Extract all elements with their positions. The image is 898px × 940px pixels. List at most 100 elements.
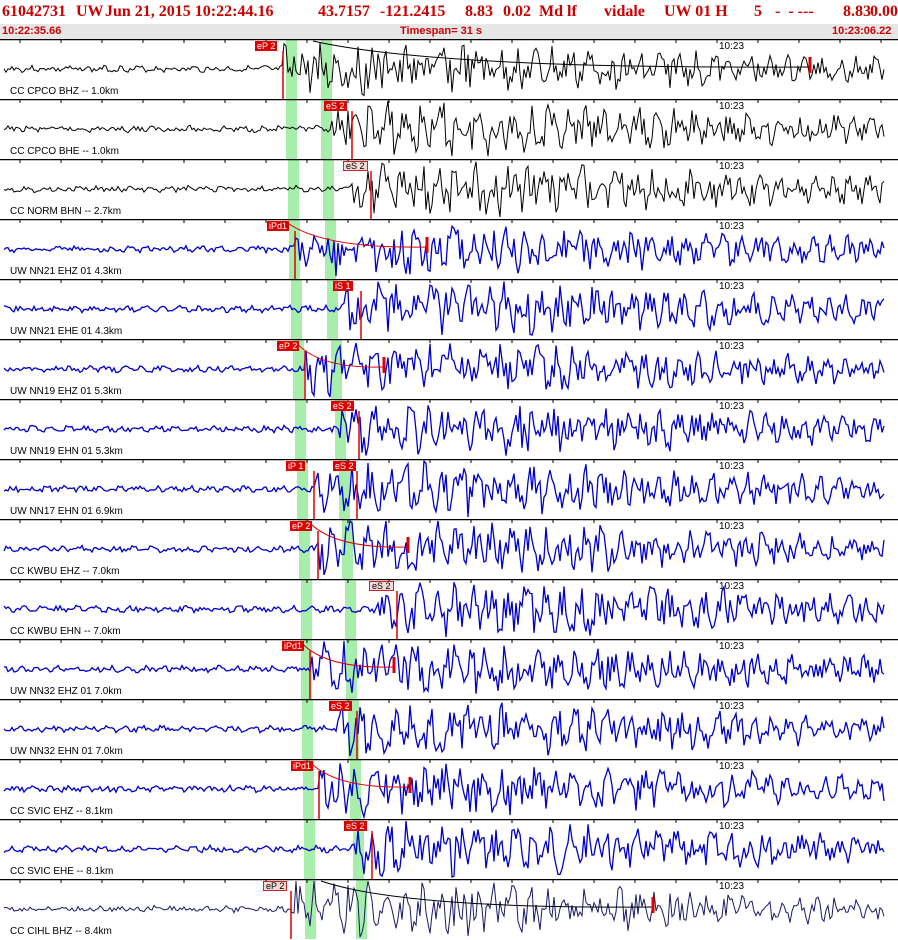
magnitude-error: 0.02 <box>503 3 531 20</box>
station-channel-label: UW NN21 EHE 01 4.3km <box>10 326 123 337</box>
magnitude-type: Md lf <box>539 3 577 20</box>
station-channel-label: CC SVIC EHZ -- 8.1km <box>10 806 113 817</box>
minute-tick-label: 10:23 <box>719 161 745 172</box>
event-trailing-value: 0.00 <box>870 3 898 20</box>
waveform-canvas[interactable] <box>0 519 898 579</box>
waveform-canvas[interactable] <box>0 39 898 99</box>
trace-row[interactable]: iPd1 10:23 CC SVIC EHZ -- 8.1km <box>0 759 898 819</box>
trace-row[interactable]: eS 2 10:23 CC SVIC EHE -- 8.1km <box>0 819 898 879</box>
coda-decay-curve <box>308 760 411 788</box>
waveform-panel[interactable]: eP 2 10:23 CC CPCO BHZ -- 1.0km eS 2 10:23 CC… <box>0 39 898 940</box>
waveform-canvas[interactable] <box>0 159 898 219</box>
trace-row[interactable]: iPd1 10:23 UW NN21 EHZ 01 4.3km <box>0 219 898 279</box>
coda-decay-curve <box>320 880 654 908</box>
phase-pick-label[interactable]: iPd1 <box>291 761 314 771</box>
minute-tick-label: 10:23 <box>719 521 745 532</box>
seismogram-trace <box>3 519 885 576</box>
pick-window <box>286 99 297 159</box>
event-id: 61042731 <box>2 3 66 20</box>
phase-pick-label[interactable]: eS 2 <box>343 161 368 171</box>
coda-decay-curve <box>284 220 428 248</box>
phase-pick-label[interactable]: eS 2 <box>329 701 352 711</box>
station-channel-label: CC KWBU EHN -- 7.0km <box>10 626 121 637</box>
event-network: UW <box>76 3 104 20</box>
phase-pick-label[interactable]: eS 2 <box>333 461 356 471</box>
pick-window <box>356 879 367 939</box>
phase-pick-label[interactable]: eP 2 <box>290 521 313 531</box>
seismogram-trace <box>3 820 885 878</box>
trace-row[interactable]: eS 2 10:23 CC NORM BHN -- 2.7km <box>0 159 898 219</box>
phase-pick-label[interactable]: iP 1 <box>286 461 306 471</box>
analyst-name: vidale <box>604 3 645 20</box>
trace-row[interactable]: eP 2 10:23 UW NN19 EHZ 01 5.3km <box>0 339 898 399</box>
station-channel-label: UW NN32 EHZ 01 7.0km <box>10 686 122 697</box>
waveform-canvas[interactable] <box>0 279 898 339</box>
minute-tick-label: 10:23 <box>719 221 745 232</box>
end-time: 10:23:06.22 <box>832 25 892 37</box>
waveform-canvas[interactable] <box>0 459 898 519</box>
magnitude-repeat: 8.83 <box>843 3 871 20</box>
trace-row[interactable]: eS 2 10:23 CC CPCO BHE -- 1.0km <box>0 99 898 159</box>
phase-pick-label[interactable]: iS 1 <box>333 281 353 291</box>
seismogram-trace <box>3 700 885 757</box>
waveform-canvas[interactable] <box>0 819 898 879</box>
coda-decay-curve <box>312 40 811 68</box>
seismogram-trace <box>3 582 885 638</box>
trace-row[interactable]: eS 2 10:23 CC KWBU EHN -- 7.0km <box>0 579 898 639</box>
waveform-canvas[interactable] <box>0 759 898 819</box>
waveform-canvas[interactable] <box>0 699 898 759</box>
seismogram-trace <box>3 763 885 819</box>
minute-tick-label: 10:23 <box>719 101 745 112</box>
trace-row[interactable]: iP 1 eS 2 10:23 UW NN17 EHN 01 6.9km <box>0 459 898 519</box>
trace-row[interactable]: eP 2 10:23 CC CIHL BHZ -- 8.4km <box>0 879 898 939</box>
waveform-canvas[interactable] <box>0 99 898 159</box>
phase-pick-label[interactable]: eS 2 <box>324 101 347 111</box>
phase-pick-label[interactable]: eP 2 <box>255 41 278 51</box>
waveform-canvas[interactable] <box>0 579 898 639</box>
waveform-canvas[interactable] <box>0 219 898 279</box>
minute-tick-label: 10:23 <box>719 341 745 352</box>
waveform-canvas[interactable] <box>0 879 898 939</box>
event-latitude: 43.7157 <box>318 3 370 20</box>
seismogram-trace <box>3 459 885 518</box>
station-channel-label: CC CPCO BHZ -- 1.0km <box>10 86 119 97</box>
phase-pick-label[interactable]: eS 2 <box>369 581 394 591</box>
phase-pick-label[interactable]: iPd1 <box>282 641 305 651</box>
trace-row[interactable]: eP 2 10:23 CC KWBU EHZ -- 7.0km <box>0 519 898 579</box>
seismogram-trace <box>3 224 885 277</box>
event-datetime: Jun 21, 2015 10:22:44.16 <box>105 3 274 20</box>
trace-row[interactable]: eS 2 10:23 UW NN19 EHN 01 5.3km <box>0 399 898 459</box>
pick-window <box>295 399 306 459</box>
phase-pick-label[interactable]: eP 2 <box>263 881 288 891</box>
minute-tick-label: 10:23 <box>719 761 745 772</box>
phase-pick-label[interactable]: eP 2 <box>277 341 300 351</box>
waveform-canvas[interactable] <box>0 399 898 459</box>
station-channel-label: UW NN32 EHN 01 7.0km <box>10 746 123 757</box>
pick-window <box>323 159 334 219</box>
timespan-label: Timespan= 31 s <box>400 25 483 37</box>
pick-window <box>286 39 297 99</box>
station-channel-label: CC CPCO BHE -- 1.0km <box>10 146 119 157</box>
pick-window <box>353 819 364 879</box>
station-channel-label: UW NN21 EHZ 01 4.3km <box>10 266 122 277</box>
trace-row[interactable]: iPd1 10:23 UW NN32 EHZ 01 7.0km <box>0 639 898 699</box>
pick-window <box>321 99 332 159</box>
phase-pick-label[interactable]: iPd1 <box>267 221 290 231</box>
minute-tick-label: 10:23 <box>719 581 745 592</box>
minute-tick-label: 10:23 <box>719 401 745 412</box>
phase-pick-label[interactable]: eS 2 <box>331 401 354 411</box>
waveform-canvas[interactable] <box>0 639 898 699</box>
pick-window <box>346 639 357 699</box>
event-magnitude: 8.83 <box>465 3 493 20</box>
seismogram-trace <box>3 100 885 157</box>
pick-window <box>304 819 315 879</box>
coda-decay-curve <box>307 520 409 548</box>
phase-pick-label[interactable]: eS 2 <box>344 821 367 831</box>
waveform-canvas[interactable] <box>0 339 898 399</box>
trace-row[interactable]: iS 1 10:23 UW NN21 EHE 01 4.3km <box>0 279 898 339</box>
trace-row[interactable]: eS 2 10:23 UW NN32 EHN 01 7.0km <box>0 699 898 759</box>
trace-row[interactable]: eP 2 10:23 CC CPCO BHZ -- 1.0km <box>0 39 898 99</box>
pick-window <box>348 699 359 759</box>
station-channel-label: CC CIHL BHZ -- 8.4km <box>10 926 112 937</box>
minute-tick-label: 10:23 <box>719 641 745 652</box>
